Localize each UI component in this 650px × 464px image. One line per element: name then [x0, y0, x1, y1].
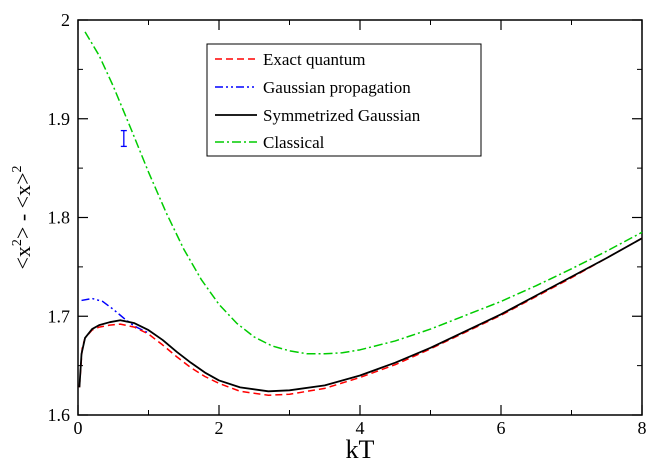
x-tick-label: 6 [497, 418, 506, 438]
y-tick-label: 1.8 [48, 208, 71, 228]
x-axis-label: kT [346, 435, 375, 464]
legend-label-classical: Classical [263, 133, 325, 152]
legend-label-gaussian-propagation: Gaussian propagation [263, 78, 411, 97]
legend-entry-symmetrized-gaussian: Symmetrized Gaussian [215, 106, 421, 125]
x-tick-label: 2 [215, 418, 224, 438]
y-axis-label-part1: <x [10, 246, 35, 269]
y-tick-label: 2 [61, 10, 70, 30]
error-bar-layer [120, 129, 127, 148]
x-tick-label: 8 [638, 418, 647, 438]
series-line-classical [84, 31, 643, 355]
y-axis-label-sup2: 2 [10, 166, 25, 173]
legend-label-exact-quantum: Exact quantum [263, 50, 365, 69]
x-tick-label: 4 [356, 418, 365, 438]
series-line-exact-quantum [78, 237, 643, 396]
legend-box [206, 43, 482, 157]
y-axis-label-sup1: 2 [10, 239, 25, 246]
legend-entry-classical: Classical [215, 133, 325, 152]
legend-entry-gaussian-propagation: Gaussian propagation [215, 78, 411, 97]
series-line-gaussian-propagation [81, 297, 149, 334]
legend-label-symmetrized-gaussian: Symmetrized Gaussian [263, 106, 421, 125]
y-tick-label: 1.7 [48, 306, 71, 326]
axis-ticks: 0 2 4 6 8 1.6 1.7 1.8 1.9 2 [48, 10, 647, 438]
x-tick-label: 0 [74, 418, 83, 438]
legend-entry-exact-quantum: Exact quantum [215, 50, 365, 69]
series-line-symmetrized-gaussian [78, 237, 643, 393]
legend: Exact quantum Gaussian propagation Symme… [206, 43, 482, 157]
y-tick-label: 1.6 [48, 405, 71, 425]
series-layer [78, 31, 643, 396]
y-axis-label: <x2> - <x>2 [10, 166, 35, 270]
y-tick-label: 1.9 [48, 109, 71, 129]
y-axis-label-part2: > - <x> [10, 173, 35, 240]
